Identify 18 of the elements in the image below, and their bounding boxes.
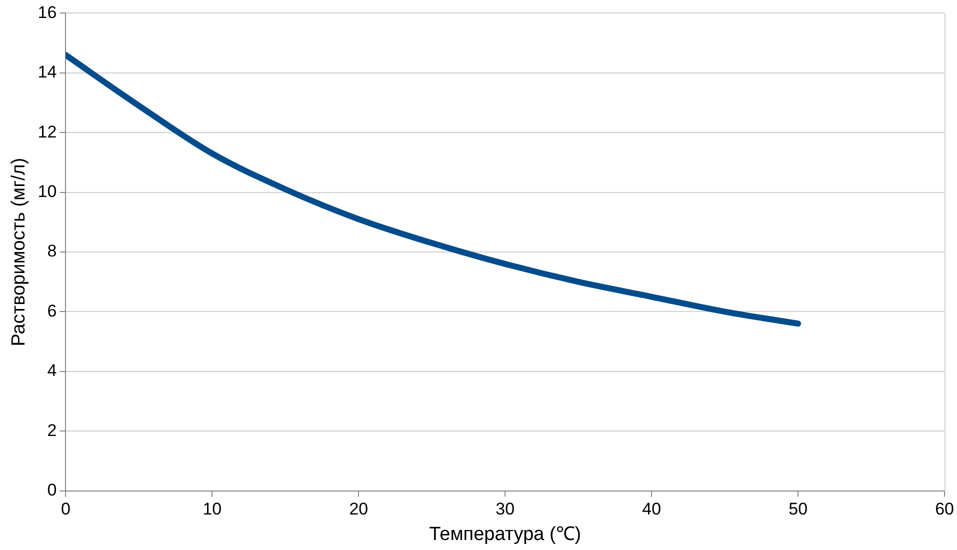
y-tick-label: 16 bbox=[38, 2, 57, 22]
y-tick-label: 14 bbox=[38, 62, 57, 82]
x-tick-label: 0 bbox=[60, 500, 70, 519]
x-axis-title: Температура (℃) bbox=[429, 524, 582, 545]
x-tick-label: 40 bbox=[642, 500, 662, 519]
y-tick-label: 4 bbox=[47, 361, 57, 380]
y-tick-label: 8 bbox=[47, 242, 57, 261]
x-tick-label: 10 bbox=[202, 500, 222, 519]
y-tick-label: 0 bbox=[47, 480, 57, 500]
y-tick-label: 2 bbox=[47, 420, 57, 440]
x-tick-label: 60 bbox=[935, 500, 954, 519]
y-tick-label: 12 bbox=[38, 122, 57, 142]
y-tick-label: 6 bbox=[47, 301, 57, 320]
y-tick-label: 10 bbox=[38, 182, 57, 201]
x-tick-label: 50 bbox=[788, 500, 808, 519]
y-axis-title: Растворимость (мг/л) bbox=[8, 158, 30, 346]
x-tick-label: 30 bbox=[496, 500, 515, 519]
x-tick-label: 20 bbox=[349, 500, 368, 519]
